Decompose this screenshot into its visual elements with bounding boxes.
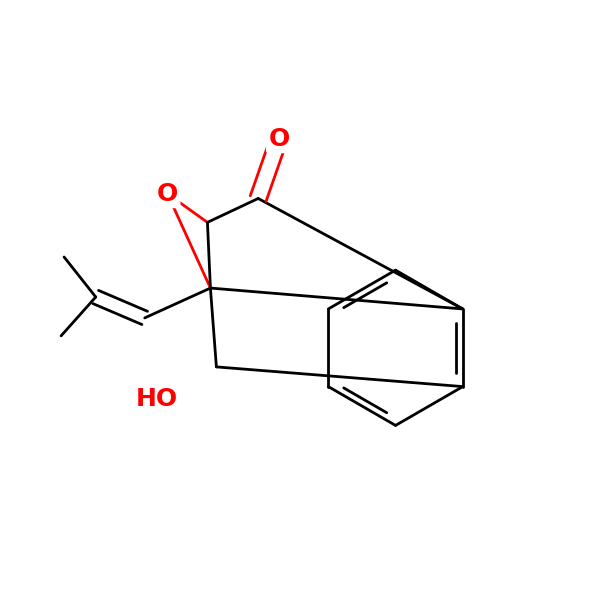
Text: HO: HO [136, 386, 178, 410]
Text: O: O [157, 182, 178, 206]
Text: O: O [268, 127, 290, 151]
